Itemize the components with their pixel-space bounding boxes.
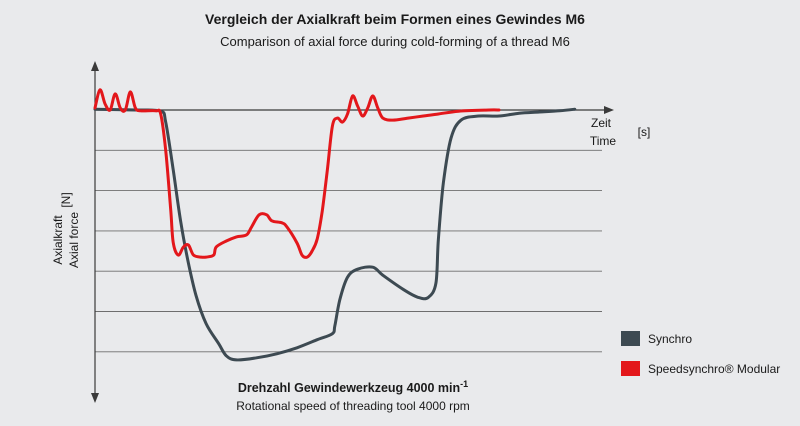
speed-label-de-superscript: -1: [460, 379, 468, 389]
chart-subtitle: Comparison of axial force during cold-fo…: [220, 34, 570, 49]
speed-label-de: Drehzahl Gewindewerkzeug 4000 min-1: [238, 379, 468, 395]
legend: Synchro Speedsynchro® Modular: [621, 331, 780, 376]
speed-label-de-text: Drehzahl Gewindewerkzeug 4000 min: [238, 381, 460, 395]
y-axis-label-en: Axial force: [67, 212, 81, 268]
grid-lines: [95, 149, 602, 353]
y-axis-label-de: Axialkraft: [51, 215, 65, 265]
legend-swatch-speedsynchro: [621, 361, 640, 376]
x-axis-arrow-right-icon: [604, 106, 614, 114]
legend-label-synchro: Synchro: [648, 332, 692, 346]
series-line-synchro: [93, 107, 577, 362]
y-axis-unit: [N]: [59, 192, 73, 207]
speed-label-en: Rotational speed of threading tool 4000 …: [236, 399, 470, 413]
y-axis-arrow-down-icon: [91, 393, 99, 403]
legend-label-speedsynchro: Speedsynchro® Modular: [648, 362, 780, 376]
legend-swatch-synchro: [621, 331, 640, 346]
y-axis: [91, 61, 99, 403]
series-group: [93, 88, 577, 362]
x-axis-label-de: Zeit: [591, 116, 612, 130]
series-line-speedsynchro: [93, 88, 501, 259]
x-axis-unit: [s]: [638, 125, 651, 139]
y-axis-arrow-up-icon: [91, 61, 99, 71]
chart-title: Vergleich der Axialkraft beim Formen ein…: [205, 11, 585, 27]
x-axis: [95, 106, 614, 114]
x-axis-label-en: Time: [590, 134, 617, 148]
